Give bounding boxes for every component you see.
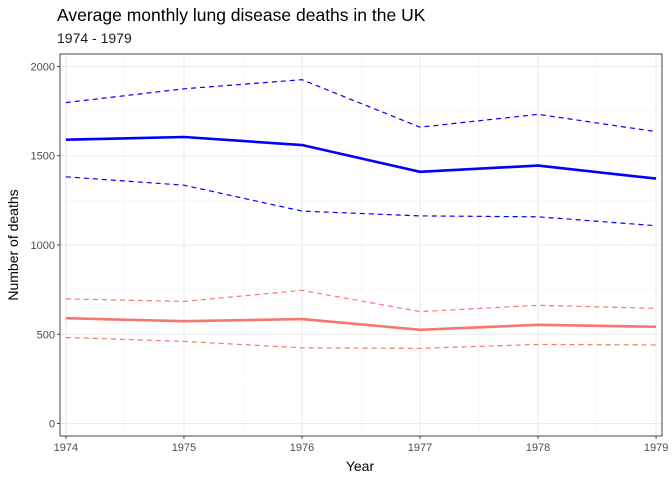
y-axis: 0 500 1000 1500 2000 bbox=[31, 61, 60, 431]
series-line-2 bbox=[65, 79, 657, 133]
chart-subtitle: 1974 - 1979 bbox=[57, 30, 132, 46]
y-tick-label: 0 bbox=[49, 419, 55, 431]
series-line-1 bbox=[65, 135, 657, 180]
x-tick-label: 1977 bbox=[408, 442, 432, 454]
chart-title: Average monthly lung disease deaths in t… bbox=[57, 5, 426, 25]
y-tick-label: 500 bbox=[37, 329, 55, 341]
series-line-3 bbox=[65, 176, 657, 227]
series-layer bbox=[65, 79, 657, 349]
y-tick-label: 1000 bbox=[31, 240, 55, 252]
grid-major bbox=[60, 54, 662, 436]
x-tick-label: 1976 bbox=[290, 442, 314, 454]
series-line-4 bbox=[65, 316, 657, 332]
y-tick-label: 2000 bbox=[31, 61, 55, 73]
x-axis: 1974 1975 1976 1977 1978 1979 bbox=[54, 436, 668, 454]
y-tick-label: 1500 bbox=[31, 151, 55, 163]
x-tick-label: 1975 bbox=[172, 442, 196, 454]
y-axis-title: Number of deaths bbox=[5, 189, 21, 300]
x-tick-label: 1978 bbox=[526, 442, 550, 454]
x-axis-title: Year bbox=[346, 458, 375, 474]
x-tick-label: 1979 bbox=[644, 442, 668, 454]
x-tick-label: 1974 bbox=[54, 442, 78, 454]
